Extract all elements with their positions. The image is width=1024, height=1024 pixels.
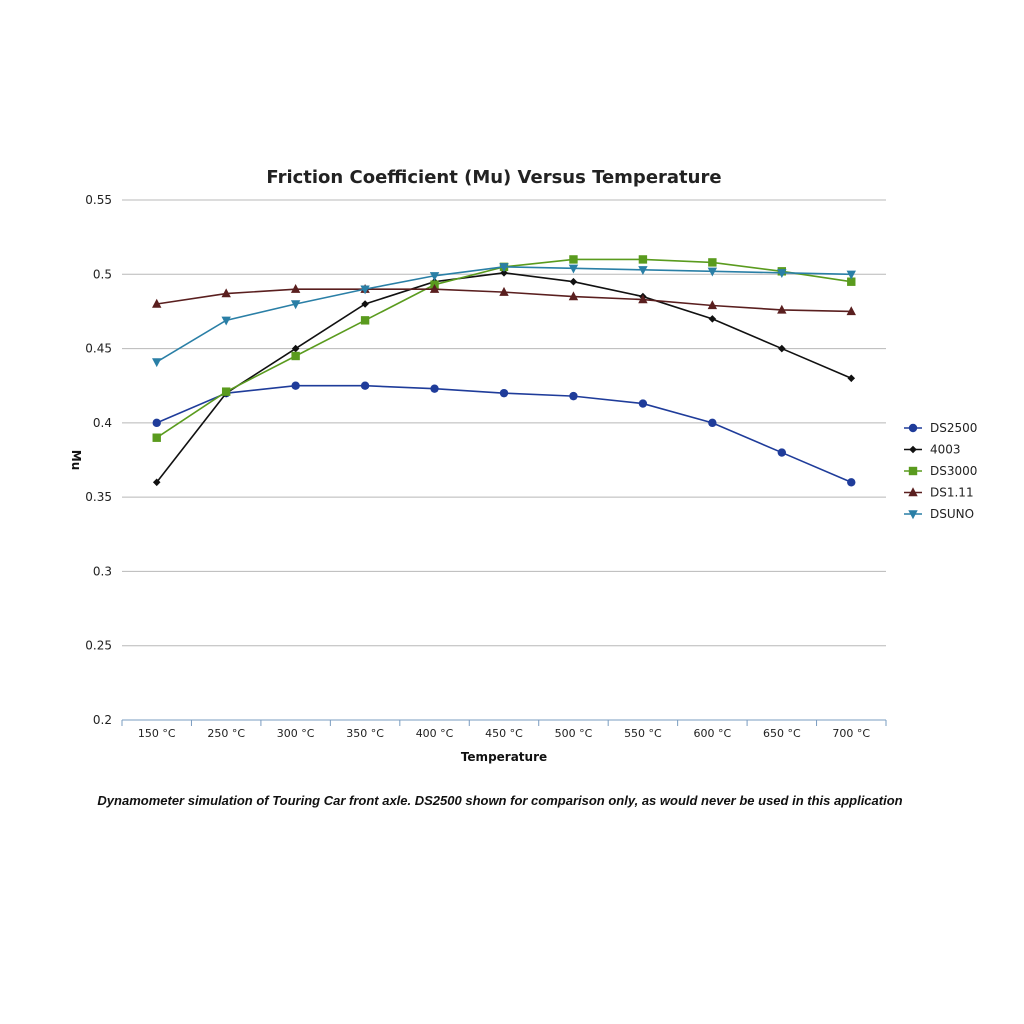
y-axis: 0.2 0.25 0.3 0.35 0.4 0.45 0.5 0.55	[85, 193, 112, 727]
series-line	[156, 384, 852, 484]
x-tick-label: 250 °C	[207, 727, 245, 740]
series-group	[152, 255, 856, 487]
legend-item: DS2500	[904, 421, 977, 435]
data-point	[500, 269, 508, 277]
data-point	[290, 300, 301, 310]
legend-marker	[908, 487, 918, 497]
x-tick-label: 350 °C	[346, 727, 384, 740]
legend-item: 4003	[904, 443, 961, 457]
data-point	[777, 448, 787, 457]
series-4003	[152, 269, 856, 487]
data-point	[360, 316, 370, 325]
data-point	[638, 255, 648, 264]
data-point	[152, 298, 162, 308]
data-point	[707, 267, 718, 277]
data-point	[568, 264, 579, 274]
chart-caption: Dynamometer simulation of Touring Car fr…	[97, 793, 903, 808]
series-ds2500	[152, 381, 856, 487]
x-tick-label: 700 °C	[832, 727, 870, 740]
data-point	[499, 263, 509, 273]
y-axis-label: Mu	[69, 450, 83, 470]
data-point	[291, 344, 300, 353]
data-point	[847, 277, 856, 286]
data-point	[221, 288, 231, 298]
data-point	[360, 285, 370, 295]
data-point	[361, 300, 369, 308]
x-tick-label: 300 °C	[277, 727, 315, 740]
data-point	[152, 418, 161, 428]
y-tick-label: 0.4	[93, 416, 112, 430]
y-tick-label: 0.2	[93, 713, 112, 727]
legend-item: DSUNO	[904, 507, 974, 521]
data-point	[499, 286, 509, 296]
y-tick-label: 0.55	[85, 193, 112, 207]
legend-item: DS3000	[904, 464, 977, 478]
data-point	[429, 283, 440, 293]
legend: DS2500 4003 DS3000 DS1.11 DSUNO	[904, 421, 977, 521]
y-tick-label: 0.25	[85, 639, 112, 653]
legend-label: DS2500	[930, 421, 977, 435]
data-point	[221, 387, 231, 396]
data-point	[221, 316, 231, 326]
legend-marker	[908, 510, 918, 520]
data-point	[638, 399, 648, 408]
data-point	[777, 269, 787, 278]
data-point	[638, 266, 648, 276]
data-point	[499, 388, 509, 398]
data-point	[777, 304, 787, 314]
data-point	[569, 255, 578, 264]
data-point	[290, 283, 301, 293]
data-point	[429, 272, 440, 281]
legend-item: DS1.11	[904, 486, 974, 500]
x-tick-label: 650 °C	[763, 727, 801, 740]
y-tick-label: 0.45	[85, 342, 112, 356]
data-point	[708, 418, 717, 428]
data-point	[708, 315, 717, 323]
x-tick-label: 600 °C	[694, 727, 732, 740]
x-tick-label: 400 °C	[416, 727, 454, 740]
data-point	[568, 291, 579, 301]
data-point	[430, 384, 439, 393]
legend-label: 4003	[930, 443, 961, 457]
x-tick-label: 150 °C	[138, 727, 176, 740]
legend-label: DSUNO	[930, 507, 974, 521]
data-point	[846, 270, 856, 280]
line-chart: Friction Coefficient (Mu) Versus Tempera…	[69, 167, 977, 764]
chart-title: Friction Coefficient (Mu) Versus Tempera…	[266, 167, 721, 188]
x-axis-label: Temperature	[461, 750, 547, 764]
data-point	[152, 358, 162, 368]
series-line	[156, 271, 852, 483]
data-point	[291, 351, 300, 361]
data-point	[778, 344, 786, 353]
legend-marker	[908, 423, 918, 433]
data-point	[152, 433, 161, 442]
y-tick-label: 0.3	[93, 564, 112, 578]
legend-label: DS3000	[930, 464, 977, 478]
data-point	[846, 306, 856, 316]
data-point	[847, 478, 856, 487]
data-point	[569, 277, 578, 286]
data-point	[569, 391, 578, 401]
data-point	[360, 381, 370, 390]
y-tick-label: 0.35	[85, 490, 112, 504]
x-tick-label: 550 °C	[624, 727, 662, 740]
data-point	[291, 381, 300, 390]
data-point	[708, 258, 717, 267]
x-axis: 150 °C 250 °C 300 °C 350 °C 400 °C 450 °C 500 …	[121, 719, 887, 740]
data-point	[707, 300, 718, 310]
series-ds1-11	[152, 283, 856, 316]
data-point	[152, 478, 161, 487]
series-line	[156, 266, 852, 363]
y-tick-label: 0.5	[93, 267, 112, 281]
data-point	[638, 294, 648, 304]
legend-label: DS1.11	[930, 486, 974, 500]
legend-marker	[908, 466, 918, 476]
data-point	[847, 374, 856, 383]
series-dsuno	[152, 263, 856, 368]
x-tick-label: 450 °C	[485, 727, 523, 740]
x-tick-label: 500 °C	[555, 727, 593, 740]
legend-marker	[909, 445, 917, 454]
